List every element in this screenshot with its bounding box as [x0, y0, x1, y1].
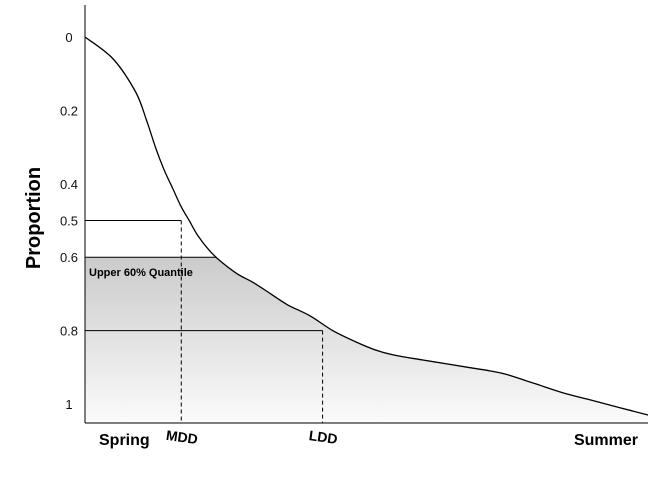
x-axis-end-label: Summer — [574, 432, 638, 449]
x-axis-start-label: Spring — [99, 432, 150, 449]
y-tick-label: 0.5 — [60, 214, 78, 229]
quantile-annotation: Upper 60% Quantile — [89, 267, 193, 279]
y-tick-label: 0 — [65, 30, 72, 45]
y-tick-label: 0.2 — [60, 103, 78, 118]
marker-ldd-label: LDD — [308, 427, 339, 447]
y-tick-label: 0.6 — [60, 250, 78, 265]
y-tick-label: 0.8 — [60, 324, 78, 339]
proportion-curve — [84, 36, 649, 416]
y-axis-title: Proportion — [23, 167, 45, 269]
y-tick-label: 1 — [65, 397, 72, 412]
marker-mdd-label: MDD — [165, 427, 199, 447]
quantile-shaded-area — [85, 257, 648, 423]
y-tick-label: 0.4 — [60, 177, 78, 192]
